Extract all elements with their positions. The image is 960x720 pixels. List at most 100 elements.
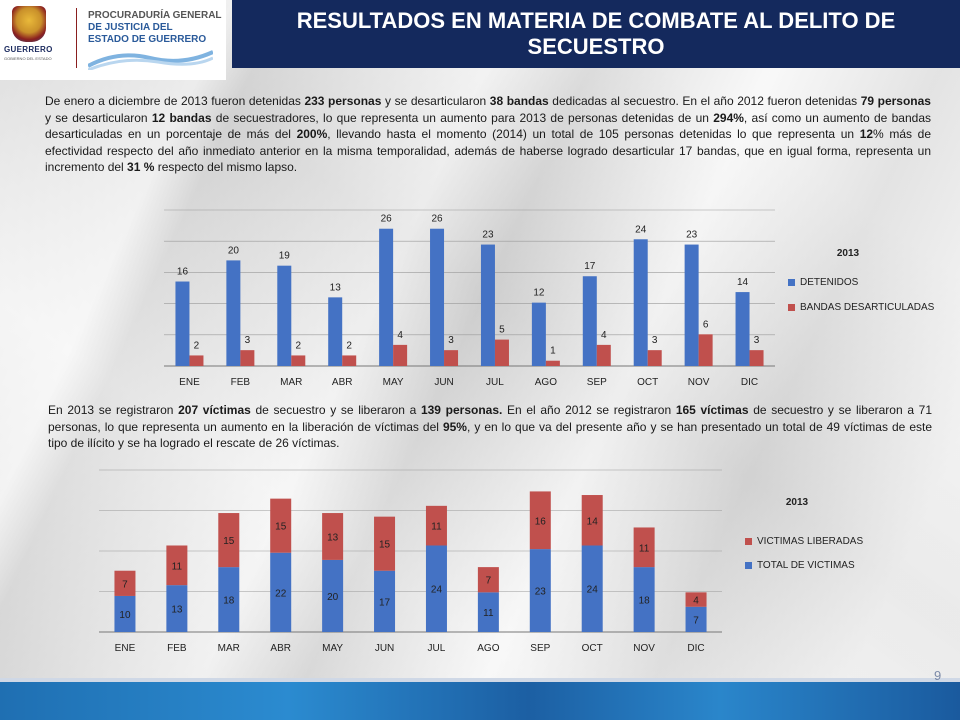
data-label: 18 [223,596,235,607]
legend-swatch [745,562,752,569]
bar-bandas [698,334,713,366]
data-label: 3 [448,335,454,346]
legend-label: TOTAL DE VICTIMAS [757,560,855,571]
stack-total-victimas [685,606,707,632]
bar-detenidos [684,244,699,366]
data-label: 26 [381,214,393,225]
data-label: 3 [652,335,658,346]
paragraph-segment: En el año 2012 se registraron [502,403,676,417]
bar-bandas [189,355,204,366]
data-label: 7 [486,576,492,587]
bar-detenidos [430,228,445,366]
x-tick-label: FEB [167,643,187,654]
data-label: 4 [397,330,403,341]
stack-victimas-liberadas [685,592,707,607]
x-tick-label: JUN [375,643,394,654]
x-tick-label: SEP [587,377,607,388]
bar-bandas [444,350,459,366]
bar-bandas [240,350,255,366]
x-tick-label: DIC [741,377,758,388]
legend-swatch [788,304,795,311]
bar-bandas [647,350,662,366]
x-tick-label: MAY [383,377,404,388]
stack-victimas-liberadas [633,527,655,568]
bar-detenidos [226,260,241,366]
bar-detenidos [328,297,343,366]
data-label: 17 [584,261,596,272]
stack-total-victimas [529,549,551,632]
paragraph-segment: 12 [859,127,874,141]
stack-total-victimas [477,592,499,632]
guerrero-seal-icon [12,6,46,42]
paragraph-segment: 200% [296,127,328,141]
paragraph-segment: , así como un aumento de bandas desartic… [45,110,931,142]
legend-swatch [788,279,795,286]
stack-total-victimas [425,545,447,632]
data-label: 6 [703,319,709,330]
data-label: 13 [327,532,339,543]
stack-victimas-liberadas [529,491,551,550]
data-label: 2 [296,340,302,351]
title-banner: RESULTADOS EN MATERIA DE COMBATE AL DELI… [232,0,960,68]
data-label: 2 [346,340,352,351]
data-label: 26 [431,214,443,225]
legend-swatch [745,538,752,545]
paragraph-segment: y se desarticularon [381,94,490,108]
data-label: 23 [686,230,698,241]
data-label: 14 [737,277,749,288]
state-subtitle: GOBIERNO DEL ESTADO [4,56,52,61]
data-label: 1 [550,346,556,357]
paragraph-segment: 207 víctimas [178,403,251,417]
paragraph-segment: dedicadas al secuestro. En el año 2012 f… [548,94,861,108]
legend-label: BANDAS DESARTICULADAS [800,302,935,313]
chart-title: 2013 [837,248,860,259]
stack-victimas-liberadas [322,513,344,560]
x-tick-label: AGO [535,377,557,388]
data-label: 7 [693,615,699,626]
x-tick-label: NOV [633,643,655,654]
data-label: 15 [223,536,235,547]
page-title: RESULTADOS EN MATERIA DE COMBATE AL DELI… [296,8,896,59]
stack-victimas-liberadas [581,495,603,546]
bar-detenidos [175,281,190,366]
bar-detenidos [633,239,648,366]
legend-label: VICTIMAS LIBERADAS [757,536,863,547]
x-tick-label: AGO [477,643,499,654]
stack-victimas-liberadas [425,505,447,546]
x-tick-label: OCT [637,377,658,388]
paragraph-segment: , llevando hasta el momento (2014) un to… [327,127,860,141]
chart-title: 2013 [786,497,809,508]
bar-bandas [291,355,306,366]
data-label: 23 [482,230,494,241]
paragraph-segment: 79 personas [860,94,931,108]
data-label: 20 [327,592,339,603]
paragraph-segment: 233 personas [304,94,382,108]
legend-label: DETENIDOS [800,277,859,288]
logo-line-3: ESTADO DE GUERRERO [88,34,207,45]
paragraph-segment: 95% [442,419,467,434]
stack-victimas-liberadas [218,513,240,568]
data-label: 24 [635,224,647,235]
stack-total-victimas [166,585,188,632]
stack-victimas-liberadas [270,498,292,553]
data-label: 4 [693,596,699,607]
paragraph-segment: 139 personas. [420,403,503,417]
logo-line-1: PROCURADURÍA GENERAL [88,10,222,21]
data-label: 22 [275,588,287,599]
stack-total-victimas [270,552,292,632]
x-tick-label: OCT [582,643,603,654]
stack-victimas-liberadas [166,545,188,586]
x-tick-label: ENE [115,643,136,654]
bar-bandas [393,344,408,366]
footer-band [0,682,960,720]
data-label: 23 [535,587,547,598]
x-tick-label: NOV [688,377,710,388]
data-label: 15 [275,522,287,533]
state-name: GUERRERO [4,45,53,54]
bar-bandas [749,350,764,366]
data-label: 16 [177,267,189,278]
x-tick-label: ABR [270,643,291,654]
data-label: 13 [330,282,342,293]
x-tick-label: FEB [231,377,251,388]
